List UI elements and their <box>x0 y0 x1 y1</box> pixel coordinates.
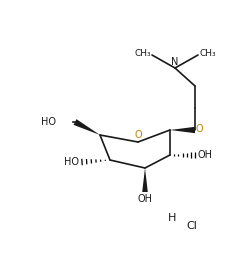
Text: CH₃: CH₃ <box>134 50 151 58</box>
Polygon shape <box>74 119 100 135</box>
Text: HO: HO <box>41 117 56 127</box>
Polygon shape <box>170 127 195 133</box>
Text: H: H <box>168 213 176 223</box>
Text: Cl: Cl <box>186 221 197 231</box>
Text: OH: OH <box>198 150 213 160</box>
Text: N: N <box>171 57 179 67</box>
Text: CH₃: CH₃ <box>199 50 216 58</box>
Text: HO: HO <box>64 157 79 167</box>
Text: O: O <box>134 130 142 140</box>
Text: OH: OH <box>138 194 152 204</box>
Polygon shape <box>142 168 148 192</box>
Text: O: O <box>196 124 204 134</box>
